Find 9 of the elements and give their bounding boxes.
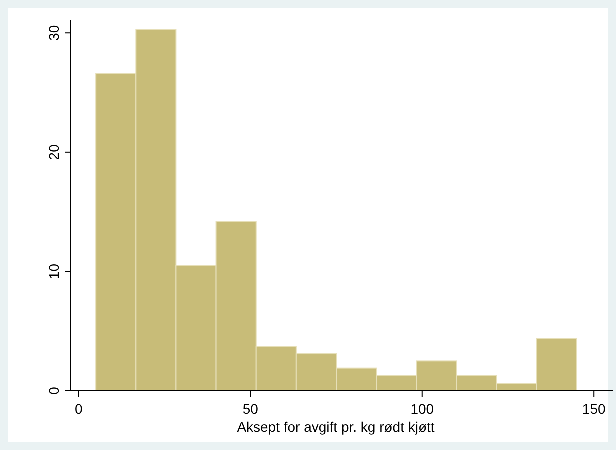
x-axis-title: Aksept for avgift pr. kg rødt kjøtt: [237, 419, 435, 435]
y-tick-label: 10: [46, 264, 62, 280]
y-tick-label: 20: [46, 144, 62, 160]
x-tick-label: 150: [582, 401, 606, 417]
y-tick-label: 30: [46, 25, 62, 41]
y-tick-label: 0: [46, 386, 62, 395]
x-tick-label: 100: [410, 401, 434, 417]
x-tick-label: 50: [242, 401, 259, 417]
x-tick-label: 0: [75, 401, 83, 417]
